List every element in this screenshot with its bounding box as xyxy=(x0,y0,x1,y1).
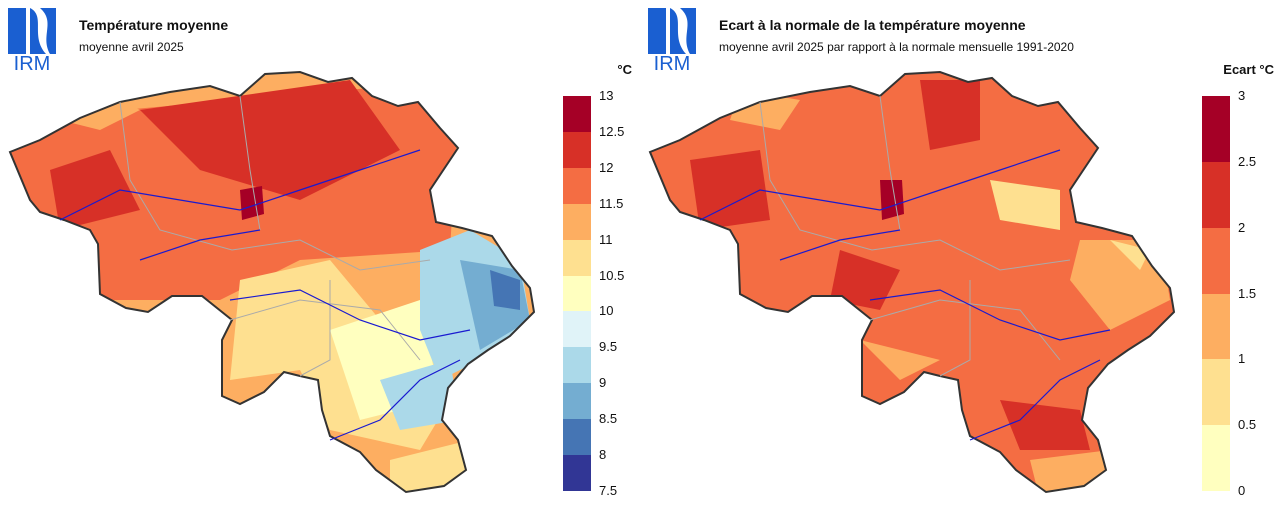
legend-swatch xyxy=(1202,161,1230,229)
legend-swatch xyxy=(563,131,591,169)
border-outline xyxy=(8,70,536,494)
legend-swatch xyxy=(563,239,591,277)
legend-swatch xyxy=(1202,96,1230,163)
map-subtitle: moyenne avril 2025 par rapport à la norm… xyxy=(719,40,1074,54)
legend-label: 9.5 xyxy=(599,339,618,355)
legend-label: 11 xyxy=(599,231,613,247)
anomaly-legend: 3 2.5 2 1.5 1 0.5 0 xyxy=(1202,88,1256,498)
legend-swatch xyxy=(1202,227,1230,294)
legend-swatch xyxy=(563,96,591,133)
border-outline xyxy=(648,70,1176,494)
irm-logo: IRM xyxy=(6,6,58,75)
legend-label: 2 xyxy=(1238,219,1246,235)
legend-label: 8 xyxy=(599,447,607,463)
legend-label: 7.5 xyxy=(599,483,618,498)
legend-label: 10.5 xyxy=(599,267,625,283)
legend-swatch xyxy=(1202,359,1230,426)
temperature-map-panel: IRM Température moyenne moyenne avril 20… xyxy=(6,6,632,498)
logo-text: IRM xyxy=(14,53,51,72)
legend-label: 2.5 xyxy=(1238,153,1257,169)
legend-label: 13 xyxy=(599,88,614,103)
legend-swatch xyxy=(563,419,591,456)
legend-swatch xyxy=(563,455,591,492)
temperature-fill xyxy=(10,72,534,492)
province-borders xyxy=(119,95,431,377)
legend-swatch xyxy=(563,383,591,420)
map-title: Ecart à la normale de la température moy… xyxy=(719,17,1026,33)
rivers xyxy=(699,149,1111,441)
legend-label: 12.5 xyxy=(599,123,625,139)
legend-label: 3 xyxy=(1238,88,1246,103)
belgium-temperature-map xyxy=(8,70,536,494)
legend-swatch xyxy=(563,203,591,241)
map-subtitle: moyenne avril 2025 xyxy=(79,40,184,54)
legend-label: 0 xyxy=(1238,483,1246,498)
legend-swatch xyxy=(563,311,591,348)
legend-label: 9 xyxy=(599,375,607,391)
legend-label: 0.5 xyxy=(1238,417,1257,433)
province-borders xyxy=(759,95,1071,377)
legend-label: 11.5 xyxy=(599,195,624,211)
legend-swatch xyxy=(1202,293,1230,360)
anomaly-map-panel: IRM Ecart à la normale de la température… xyxy=(640,0,1280,507)
irm-logo: IRM xyxy=(646,6,698,75)
legend-label: 10 xyxy=(599,303,614,319)
legend-label: 1.5 xyxy=(1238,285,1257,301)
temperature-legend: 13 12.5 12 11.5 11 10.5 10 9.5 9 8.5 8 7.5 xyxy=(563,88,624,498)
logo-text: IRM xyxy=(654,53,691,72)
legend-unit: °C xyxy=(617,62,632,77)
legend-swatch xyxy=(563,275,591,312)
legend-swatch xyxy=(563,167,591,205)
legend-label: 8.5 xyxy=(599,411,618,427)
rivers xyxy=(59,149,471,441)
legend-swatch xyxy=(563,347,591,384)
legend-swatch xyxy=(1202,425,1230,492)
legend-label: 1 xyxy=(1238,351,1246,367)
map-title: Température moyenne xyxy=(79,17,229,33)
legend-label: 12 xyxy=(599,159,614,175)
belgium-anomaly-map xyxy=(648,70,1176,494)
anomaly-fill xyxy=(650,72,1174,492)
legend-unit: Ecart °C xyxy=(1223,62,1274,77)
